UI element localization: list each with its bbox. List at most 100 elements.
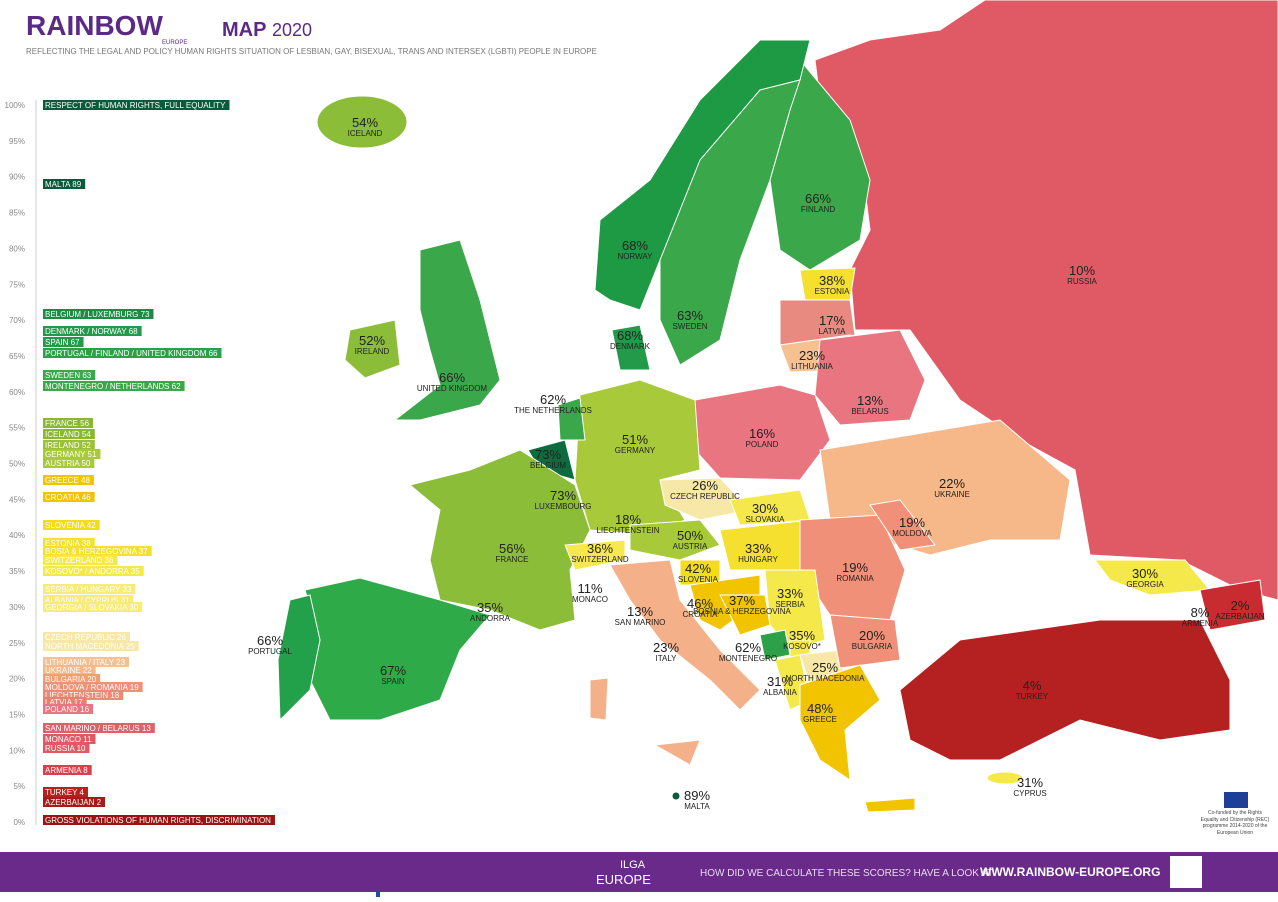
denmark xyxy=(611,324,651,371)
country-score: 73% xyxy=(550,488,576,503)
legend-band xyxy=(43,546,152,556)
legend-band xyxy=(43,690,124,700)
country-labels: 54%ICELAND68%NORWAY63%SWEDEN66%FINLAND10… xyxy=(248,115,1265,811)
country-name: SERBIA xyxy=(775,600,805,609)
eu-note: Co-funded by the Rights Equality and Cit… xyxy=(1200,810,1270,836)
country-score: 23% xyxy=(799,348,825,363)
legend-band xyxy=(43,657,130,667)
scale-label: 5% xyxy=(13,782,25,791)
united-kingdom xyxy=(393,239,501,421)
country-name: RUSSIA xyxy=(1067,277,1097,286)
country-score: 50% xyxy=(677,528,703,543)
country-name: POLAND xyxy=(746,440,779,449)
legend-label: MOLDOVA / ROMANIA 19 xyxy=(45,683,139,692)
latvia xyxy=(779,299,856,346)
country-name: DENMARK xyxy=(610,342,651,351)
legend-band xyxy=(43,682,143,692)
country-score: 25% xyxy=(812,660,838,675)
scale-label: 0% xyxy=(13,818,25,827)
iceland xyxy=(316,95,408,149)
legend-label: AUSTRIA 50 xyxy=(45,459,91,468)
legend-label: ALBANIA / CYPRUS 31 xyxy=(45,596,130,605)
country-name: SLOVAKIA xyxy=(746,515,786,524)
legend-label: MONTENEGRO / NETHERLANDS 62 xyxy=(45,382,181,391)
country-score: 37% xyxy=(729,593,755,608)
country-name: MONTENEGRO xyxy=(719,654,777,663)
legend-label: BULGARIA 20 xyxy=(45,675,97,684)
country-name: SAN MARINO xyxy=(615,618,666,627)
scale-label: 85% xyxy=(9,209,25,218)
legend-label: ESTONIA 38 xyxy=(45,539,91,548)
france xyxy=(408,449,591,631)
country-name: NORWAY xyxy=(618,252,654,261)
country-name: GEORGIA xyxy=(1126,580,1164,589)
scale-label: 55% xyxy=(9,424,25,433)
subtitle: REFLECTING THE LEGAL AND POLICY HUMAN RI… xyxy=(26,47,597,56)
legend-band xyxy=(43,704,94,714)
legend-label: IRELAND 52 xyxy=(45,441,91,450)
country-name: IRELAND xyxy=(355,347,390,356)
malta xyxy=(671,791,681,801)
scale-label: 10% xyxy=(9,746,25,755)
legend-label: FRANCE 56 xyxy=(45,419,90,428)
country-name: LITHUANIA xyxy=(791,362,833,371)
scale-label: 60% xyxy=(9,388,25,397)
scale: 100% 95% 90% 85% 80% 75% 70% 65% 60% 55% 50% 45% 40%… xyxy=(5,101,25,827)
legend-band xyxy=(43,381,185,391)
country-name: THE NETHERLANDS xyxy=(514,406,592,415)
sicily xyxy=(653,739,701,766)
crete xyxy=(864,797,916,813)
georgia xyxy=(1094,559,1211,596)
legend-band xyxy=(43,697,87,707)
legend-band xyxy=(43,555,118,565)
country-name: UNITED KINGDOM xyxy=(417,384,488,393)
legend-band xyxy=(43,449,101,459)
ilga: ILGA xyxy=(620,859,646,871)
footer-url[interactable]: WWW.RAINBOW-EUROPE.ORG xyxy=(980,865,1160,879)
country-name: ARMENIA xyxy=(1182,619,1219,628)
sweden xyxy=(659,79,801,366)
country-score: 10% xyxy=(1069,263,1095,278)
country-name: MOLDOVA xyxy=(892,529,932,538)
legend-band xyxy=(43,520,100,530)
country-name: ALBANIA xyxy=(763,688,797,697)
scale-label: 90% xyxy=(9,173,25,182)
country-name: ICELAND xyxy=(348,129,383,138)
country-score: 73% xyxy=(535,447,561,462)
bulgaria xyxy=(829,614,901,669)
legend-label: DENMARK / NORWAY 68 xyxy=(45,327,138,336)
country-name: SLOVENIA xyxy=(678,575,719,584)
legend-label: NORTH MACEDONIA 25 xyxy=(45,642,135,651)
country-score: 89% xyxy=(684,788,710,803)
legend-band xyxy=(43,337,84,347)
scale-label: 80% xyxy=(9,244,25,253)
legend-label: SWITZERLAND 36 xyxy=(45,556,114,565)
country-name: MONACO xyxy=(572,595,608,604)
country-score: 13% xyxy=(627,604,653,619)
legend-band xyxy=(43,797,106,807)
legend-label: MALTA 89 xyxy=(45,180,82,189)
year: 2020 xyxy=(272,20,312,40)
legend-band xyxy=(43,492,95,502)
country-score: 67% xyxy=(380,663,406,678)
country-name: BELARUS xyxy=(851,407,888,416)
legend-label: LIECHTENSTEIN 18 xyxy=(45,691,120,700)
legend-band xyxy=(43,787,88,797)
legend-label: RUSSIA 10 xyxy=(45,744,86,753)
country-score: 66% xyxy=(805,191,831,206)
legend-label: SWEDEN 63 xyxy=(45,371,92,380)
country-name: CZECH REPUBLIC xyxy=(670,492,740,501)
country-name: PORTUGAL xyxy=(248,647,292,656)
scale-label: 30% xyxy=(9,603,25,612)
scale-label: 45% xyxy=(9,495,25,504)
country-score: 19% xyxy=(842,560,868,575)
legend-label: CZECH REPUBLIC 26 xyxy=(45,633,126,642)
legend-band xyxy=(43,538,95,548)
country-score: 36% xyxy=(587,541,613,556)
country-name: AZERBAIJAN xyxy=(1215,612,1265,621)
legend-band xyxy=(43,665,96,675)
countries xyxy=(277,0,1278,813)
ireland xyxy=(344,319,401,379)
